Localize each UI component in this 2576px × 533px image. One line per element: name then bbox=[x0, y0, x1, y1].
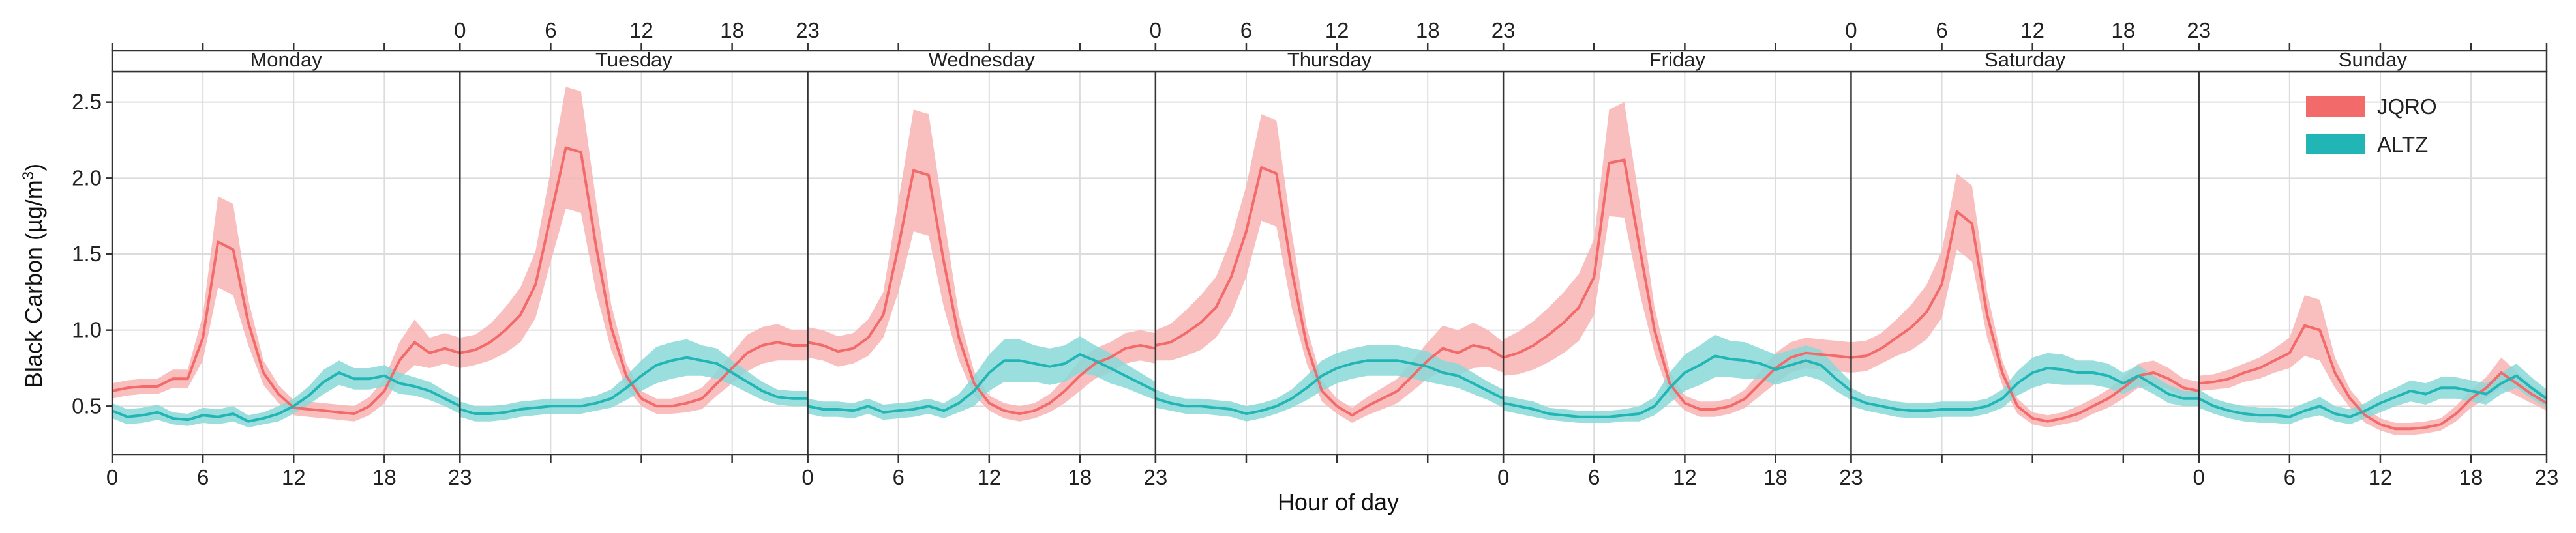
line-jqro-monday bbox=[112, 240, 460, 415]
legend: JQRO ALTZ bbox=[2306, 94, 2437, 156]
line-altz-monday bbox=[112, 371, 461, 423]
x-tick-label-top-tuesday-3: 18 bbox=[720, 18, 744, 42]
strip-label-thursday: Thursday bbox=[1287, 48, 1372, 71]
x-tick-label-top-saturday-2: 12 bbox=[2020, 18, 2044, 42]
x-tick-label-bottom-friday-2: 12 bbox=[1673, 465, 1697, 489]
y-tick-label-3: 2.0 bbox=[72, 166, 102, 190]
band-altz-sunday bbox=[2198, 364, 2547, 425]
x-tick-label-bottom-monday-4: 23 bbox=[448, 465, 472, 489]
legend-swatch-jqro bbox=[2306, 96, 2365, 117]
y-tick-label-4: 2.5 bbox=[72, 90, 102, 114]
band-jqro-saturday bbox=[1851, 173, 2199, 427]
x-tick-label-bottom-sunday-0: 0 bbox=[2193, 465, 2205, 489]
x-tick-label-bottom-wednesday-1: 6 bbox=[893, 465, 905, 489]
band-altz-wednesday bbox=[807, 336, 1156, 420]
x-tick-label-bottom-sunday-3: 18 bbox=[2459, 465, 2483, 489]
x-tick-label-bottom-friday-3: 18 bbox=[1763, 465, 1788, 489]
x-tick-label-bottom-monday-0: 0 bbox=[106, 465, 118, 489]
line-jqro-thursday bbox=[1155, 166, 1505, 417]
x-tick-label-top-saturday-0: 0 bbox=[1845, 18, 1857, 42]
line-altz-friday bbox=[1503, 354, 1852, 418]
x-tick-label-bottom-friday-1: 6 bbox=[1588, 465, 1600, 489]
x-tick-label-bottom-wednesday-2: 12 bbox=[977, 465, 1001, 489]
confidence-bands bbox=[112, 87, 2547, 435]
strip-label-saturday: Saturday bbox=[1984, 48, 2066, 71]
x-axis-title: Hour of day bbox=[1278, 489, 1399, 515]
x-tick-label-bottom-friday-0: 0 bbox=[1497, 465, 1509, 489]
strip-label-monday: Monday bbox=[250, 48, 322, 71]
band-jqro-monday bbox=[112, 196, 460, 422]
x-tick-label-bottom-monday-2: 12 bbox=[282, 465, 306, 489]
x-tick-label-top-thursday-2: 12 bbox=[1325, 18, 1349, 42]
x-tick-label-top-tuesday-2: 12 bbox=[629, 18, 653, 42]
x-tick-label-top-saturday-3: 18 bbox=[2111, 18, 2135, 42]
x-tick-label-top-tuesday-1: 6 bbox=[545, 18, 556, 42]
line-jqro-friday bbox=[1503, 158, 1851, 411]
y-tick-label-0: 0.5 bbox=[72, 394, 102, 418]
x-tick-label-top-saturday-1: 6 bbox=[1936, 18, 1947, 42]
x-tick-label-bottom-wednesday-0: 0 bbox=[801, 465, 813, 489]
x-tick-label-bottom-monday-3: 18 bbox=[372, 465, 397, 489]
x-tick-label-top-thursday-0: 0 bbox=[1150, 18, 1161, 42]
strip-label-wednesday: Wednesday bbox=[929, 48, 1036, 71]
strip-label-friday: Friday bbox=[1649, 48, 1706, 71]
x-tick-label-top-tuesday-0: 0 bbox=[454, 18, 466, 42]
band-jqro-sunday bbox=[2198, 295, 2547, 435]
x-tick-label-bottom-sunday-4: 23 bbox=[2535, 465, 2559, 489]
x-tick-label-bottom-sunday-1: 6 bbox=[2284, 465, 2296, 489]
line-jqro-saturday bbox=[1851, 210, 2200, 423]
y-tick-label-2: 1.5 bbox=[72, 242, 102, 266]
legend-label-altz: ALTZ bbox=[2377, 132, 2428, 156]
x-tick-label-top-tuesday-4: 23 bbox=[796, 18, 820, 42]
strip-label-sunday: Sunday bbox=[2339, 48, 2408, 71]
x-tick-label-top-thursday-4: 23 bbox=[1491, 18, 1516, 42]
x-tick-label-top-thursday-3: 18 bbox=[1416, 18, 1440, 42]
x-tick-label-bottom-wednesday-4: 23 bbox=[1143, 465, 1167, 489]
day-strips: Monday Tuesday Wednesday Thursday Friday Satu… bbox=[111, 48, 2548, 73]
line-altz-wednesday bbox=[807, 353, 1156, 414]
line-altz-tuesday bbox=[459, 356, 808, 415]
x-tick-label-bottom-monday-1: 6 bbox=[197, 465, 209, 489]
series-lines bbox=[112, 146, 2548, 431]
line-jqro-tuesday bbox=[459, 146, 808, 408]
strip-label-tuesday: Tuesday bbox=[595, 48, 672, 71]
axes: 0.5 1.0 1.5 2.0 2.5 0 6 12 18 23 0 6 12 18 23 0 6 12 18 23 0… bbox=[72, 18, 2558, 489]
legend-label-jqro: JQRO bbox=[2377, 94, 2437, 119]
line-jqro-sunday bbox=[2198, 324, 2548, 431]
x-tick-label-bottom-sunday-2: 12 bbox=[2369, 465, 2393, 489]
x-tick-label-bottom-friday-4: 23 bbox=[1839, 465, 1863, 489]
y-tick-label-1: 1.0 bbox=[72, 318, 102, 342]
x-tick-label-top-thursday-1: 6 bbox=[1240, 18, 1252, 42]
line-altz-thursday bbox=[1155, 359, 1505, 415]
band-jqro-tuesday bbox=[460, 87, 808, 414]
band-jqro-thursday bbox=[1155, 114, 1504, 424]
y-axis-title: Black Carbon (µg/m3) bbox=[20, 164, 48, 388]
strip-border bbox=[111, 50, 2548, 73]
line-altz-sunday bbox=[2198, 374, 2548, 418]
x-tick-label-top-saturday-4: 23 bbox=[2187, 18, 2211, 42]
x-tick-label-bottom-wednesday-3: 18 bbox=[1068, 465, 1092, 489]
band-altz-saturday bbox=[1851, 353, 2199, 418]
line-altz-saturday bbox=[1850, 367, 2199, 412]
legend-swatch-altz bbox=[2306, 134, 2365, 154]
